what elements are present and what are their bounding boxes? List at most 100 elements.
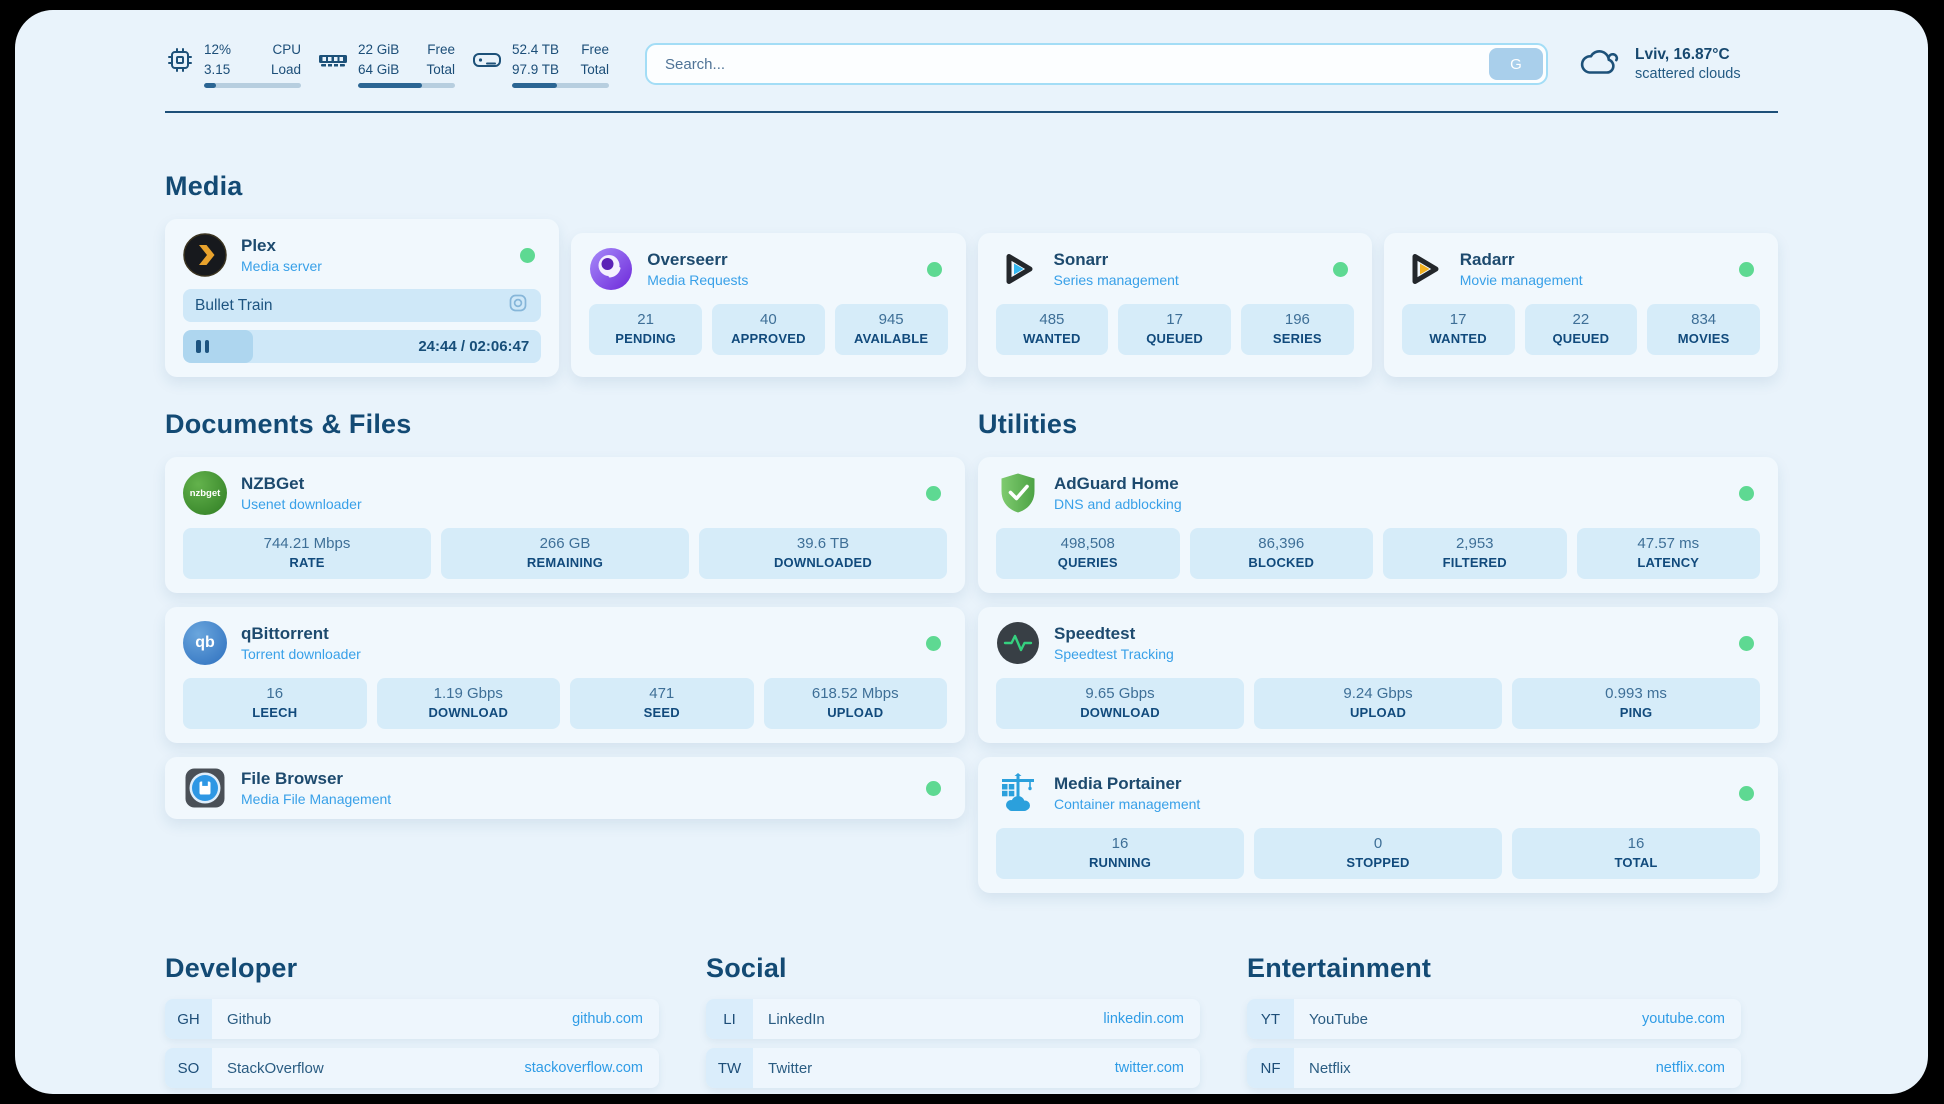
stat-value: 471: [649, 685, 675, 703]
app-subtitle: Series management: [1053, 272, 1179, 289]
disk-values: 52.4 TB 97.9 TB: [512, 42, 560, 77]
sonarr-icon: [996, 247, 1040, 291]
stat-movies: 834 MOVIES: [1647, 304, 1760, 356]
dashboard-frame: 12% 3.15 CPU Load: [15, 10, 1928, 1094]
stat-label: UPLOAD: [1349, 705, 1407, 721]
app-subtitle: Media server: [241, 258, 322, 275]
status-online-dot: [926, 780, 941, 796]
stat-label: DOWNLOAD: [1080, 705, 1160, 721]
bookmark-github[interactable]: GH Github github.com: [165, 999, 659, 1040]
app-card-speedtest[interactable]: Speedtest Speedtest Tracking 9.65 Gbps D…: [978, 607, 1778, 744]
section-title-social: Social: [706, 953, 787, 984]
cpu-values: 12% 3.15: [204, 42, 232, 77]
section-utilities: Utilities AdGuard Home DNS and adblockin…: [978, 409, 1778, 894]
stat-download: 9.65 Gbps DOWNLOAD: [996, 678, 1244, 730]
stat-value: 86,396: [1258, 535, 1305, 553]
stat-label: DOWNLOAD: [428, 705, 509, 721]
stat-seed: 471 SEED: [570, 678, 754, 730]
section-media: Media Plex Media server Bullet Train: [165, 171, 1778, 378]
bookmark-url: twitter.com: [1114, 1060, 1184, 1077]
stat-download: 1.19 Gbps DOWNLOAD: [376, 678, 560, 730]
search-input[interactable]: [647, 45, 1489, 84]
disk-progress-fill: [512, 83, 557, 89]
stat-filtered: 2,953 FILTERED: [1383, 528, 1567, 580]
stat-value: 22: [1572, 311, 1590, 329]
app-card-sonarr[interactable]: Sonarr Series management 485 WANTED 17 Q…: [977, 233, 1372, 378]
playback-progress-fill: [183, 330, 254, 364]
stat-value: 196: [1284, 311, 1310, 329]
stat-available: 945 AVAILABLE: [834, 304, 948, 356]
app-card-qbittorrent[interactable]: qb qBittorrent Torrent downloader 16 LEE…: [165, 607, 965, 744]
app-subtitle: Speedtest Tracking: [1054, 646, 1174, 663]
app-name: Overseerr: [647, 250, 728, 270]
search-bar: G: [645, 43, 1548, 86]
status-online-dot: [1739, 485, 1754, 501]
stat-wanted: 485 WANTED: [995, 304, 1109, 356]
bookmark-netflix[interactable]: NF Netflix netflix.com: [1247, 1048, 1741, 1089]
bookmark-stackoverflow[interactable]: SO StackOverflow stackoverflow.com: [165, 1048, 659, 1089]
bookmark-abbr: YT: [1247, 999, 1294, 1040]
stat-value: 16: [1111, 835, 1129, 853]
stat-label: TOTAL: [1614, 855, 1658, 871]
stat-value: 39.6 TB: [796, 535, 850, 553]
stat-total: 16 TOTAL: [1512, 828, 1760, 880]
stat-running: 16 RUNNING: [996, 828, 1244, 880]
bookmark-url: stackoverflow.com: [524, 1060, 643, 1077]
status-online-dot: [926, 261, 942, 277]
stat-value: 0: [1373, 835, 1383, 853]
now-playing-title: Bullet Train: [195, 296, 273, 314]
bookmark-twitter[interactable]: TW Twitter twitter.com: [706, 1048, 1200, 1089]
app-card-radarr[interactable]: Radarr Movie management 17 WANTED 22 QUE…: [1383, 233, 1778, 378]
bookmark-url: youtube.com: [1641, 1011, 1725, 1028]
cpu-progress-fill: [204, 83, 216, 89]
stat-value: 16: [1627, 835, 1645, 853]
stat-label: APPROVED: [731, 331, 806, 347]
filebrowser-icon: [183, 766, 227, 810]
stat-value: 485: [1039, 311, 1065, 329]
search-engine-button[interactable]: G: [1489, 48, 1543, 81]
bookmark-linkedin[interactable]: LI LinkedIn linkedin.com: [706, 999, 1200, 1040]
stat-value: 744.21 Mbps: [263, 535, 351, 553]
playback-time: 24:44 / 02:06:47: [418, 338, 530, 356]
cpu-progress-bar: [204, 83, 301, 89]
stat-value: 1.19 Gbps: [433, 685, 503, 703]
stat-latency: 47.57 ms LATENCY: [1576, 528, 1760, 580]
app-card-nzbget[interactable]: nzbget NZBGet Usenet downloader 744.21 M…: [165, 457, 965, 594]
status-online-dot: [926, 485, 941, 501]
bookmark-abbr: GH: [165, 999, 212, 1040]
stat-label: WANTED: [1429, 331, 1487, 347]
stat-value: 834: [1691, 311, 1717, 329]
app-card-adguard[interactable]: AdGuard Home DNS and adblocking 498,508 …: [978, 457, 1778, 594]
status-online-dot: [926, 635, 941, 651]
stat-label: LEECH: [252, 705, 298, 721]
bookmark-youtube[interactable]: YT YouTube youtube.com: [1247, 999, 1741, 1040]
stat-upload: 618.52 Mbps UPLOAD: [763, 678, 947, 730]
stat-label: STOPPED: [1346, 855, 1410, 871]
section-title-utilities: Utilities: [978, 409, 1078, 440]
app-card-overseerr[interactable]: Overseerr Media Requests 21 PENDING 40 A…: [571, 233, 966, 378]
speedtest-icon: [996, 621, 1040, 665]
app-subtitle: Torrent downloader: [241, 646, 361, 663]
stat-value: 16: [266, 685, 284, 703]
stat-value: 40: [760, 311, 777, 329]
app-card-filebrowser[interactable]: File Browser Media File Management: [165, 757, 965, 820]
cpu-icon: [165, 45, 195, 88]
bookmark-name: StackOverflow: [227, 1059, 324, 1077]
stat-label: RATE: [289, 555, 325, 571]
bookmark-name: YouTube: [1309, 1010, 1368, 1028]
stat-label: UPLOAD: [827, 705, 884, 721]
bookmark-url: linkedin.com: [1103, 1011, 1184, 1028]
stat-label: QUEUED: [1552, 331, 1610, 347]
ram-progress-fill: [358, 83, 423, 89]
stat-value: 945: [878, 311, 904, 329]
bookmark-group-entertainment: Entertainment YT YouTube youtube.com NF …: [1247, 953, 1741, 1094]
stat-leech: 16 LEECH: [183, 678, 367, 730]
portainer-icon: [996, 771, 1040, 815]
app-card-portainer[interactable]: Media Portainer Container management 16 …: [978, 757, 1778, 894]
pause-icon: [196, 340, 209, 354]
radarr-icon: [1402, 247, 1446, 291]
app-card-plex[interactable]: Plex Media server Bullet Train 24:44 / 0…: [165, 219, 560, 378]
stat-value: 9.65 Gbps: [1085, 685, 1155, 703]
bookmark-name: Netflix: [1309, 1059, 1351, 1077]
playback-progress-bar: 24:44 / 02:06:47: [183, 330, 542, 364]
